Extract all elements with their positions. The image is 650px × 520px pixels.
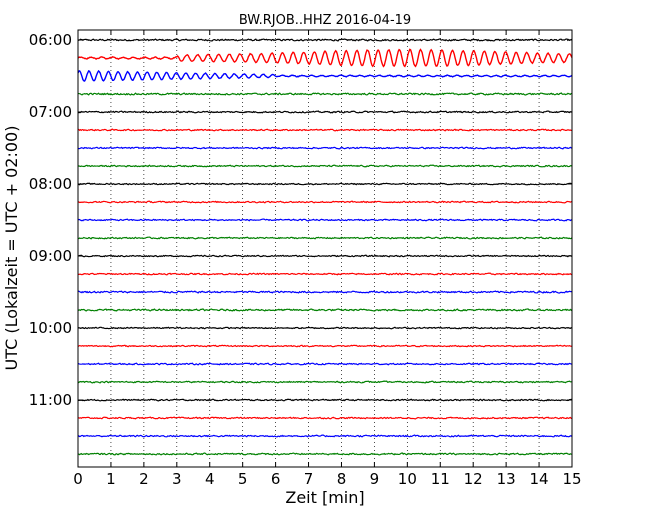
y-axis: 06:00 07:00 08:00 09:00 10:00 11:00: [29, 31, 572, 409]
trace-line: [77, 110, 573, 114]
trace-line: [77, 272, 573, 276]
y-tick-label: 06:00: [29, 31, 72, 49]
x-tick-label: 8: [337, 470, 347, 488]
trace-line: [77, 236, 573, 240]
x-tick-label: 3: [172, 470, 182, 488]
y-axis-label: UTC (Lokalzeit = UTC + 02:00): [2, 126, 21, 371]
trace-line: [77, 434, 573, 438]
x-tick-label: 0: [73, 470, 83, 488]
y-tick-label: 09:00: [29, 247, 72, 265]
trace-line: [77, 380, 573, 384]
trace-line: [77, 69, 573, 82]
trace-line: [77, 48, 573, 68]
x-tick-label: 5: [238, 470, 248, 488]
trace-line: [77, 218, 573, 222]
x-tick-label: 10: [398, 470, 417, 488]
trace-line: [77, 254, 573, 258]
trace-line: [77, 344, 573, 348]
trace-line: [77, 146, 573, 150]
x-tick-label: 12: [464, 470, 483, 488]
x-tick-label: 2: [139, 470, 149, 488]
y-tick-label: 11:00: [29, 391, 72, 409]
x-axis-label: Zeit [min]: [285, 488, 364, 507]
trace-line: [77, 308, 573, 312]
trace-line: [77, 128, 573, 132]
x-tick-label: 15: [562, 470, 581, 488]
x-tick-label: 14: [530, 470, 549, 488]
y-tick-label: 07:00: [29, 103, 72, 121]
x-tick-label: 1: [106, 470, 116, 488]
trace-line: [77, 92, 573, 96]
x-tick-label: 9: [370, 470, 380, 488]
trace-line: [77, 398, 573, 402]
trace-line: [77, 38, 573, 42]
trace-line: [77, 164, 573, 168]
trace-line: [77, 200, 573, 204]
trace-line: [77, 416, 573, 420]
trace-line: [77, 362, 573, 366]
x-tick-label: 11: [431, 470, 450, 488]
x-axis: 0 1 2 3 4 5 6 7 8 9 10 11 12 13 14 15: [73, 30, 582, 488]
x-tick-label: 4: [205, 470, 215, 488]
trace-line: [77, 290, 573, 294]
plot-frame: [77, 29, 573, 468]
chart-title: BW.RJOB..HHZ 2016-04-19: [239, 13, 411, 28]
trace-group: [77, 38, 573, 456]
x-tick-label: 13: [497, 470, 516, 488]
trace-line: [77, 452, 573, 456]
trace-line: [77, 182, 573, 186]
x-tick-label: 6: [271, 470, 281, 488]
y-tick-label: 10:00: [29, 319, 72, 337]
x-grid: [110, 30, 540, 467]
trace-line: [77, 326, 573, 330]
y-tick-label: 08:00: [29, 175, 72, 193]
x-tick-label: 7: [304, 470, 314, 488]
